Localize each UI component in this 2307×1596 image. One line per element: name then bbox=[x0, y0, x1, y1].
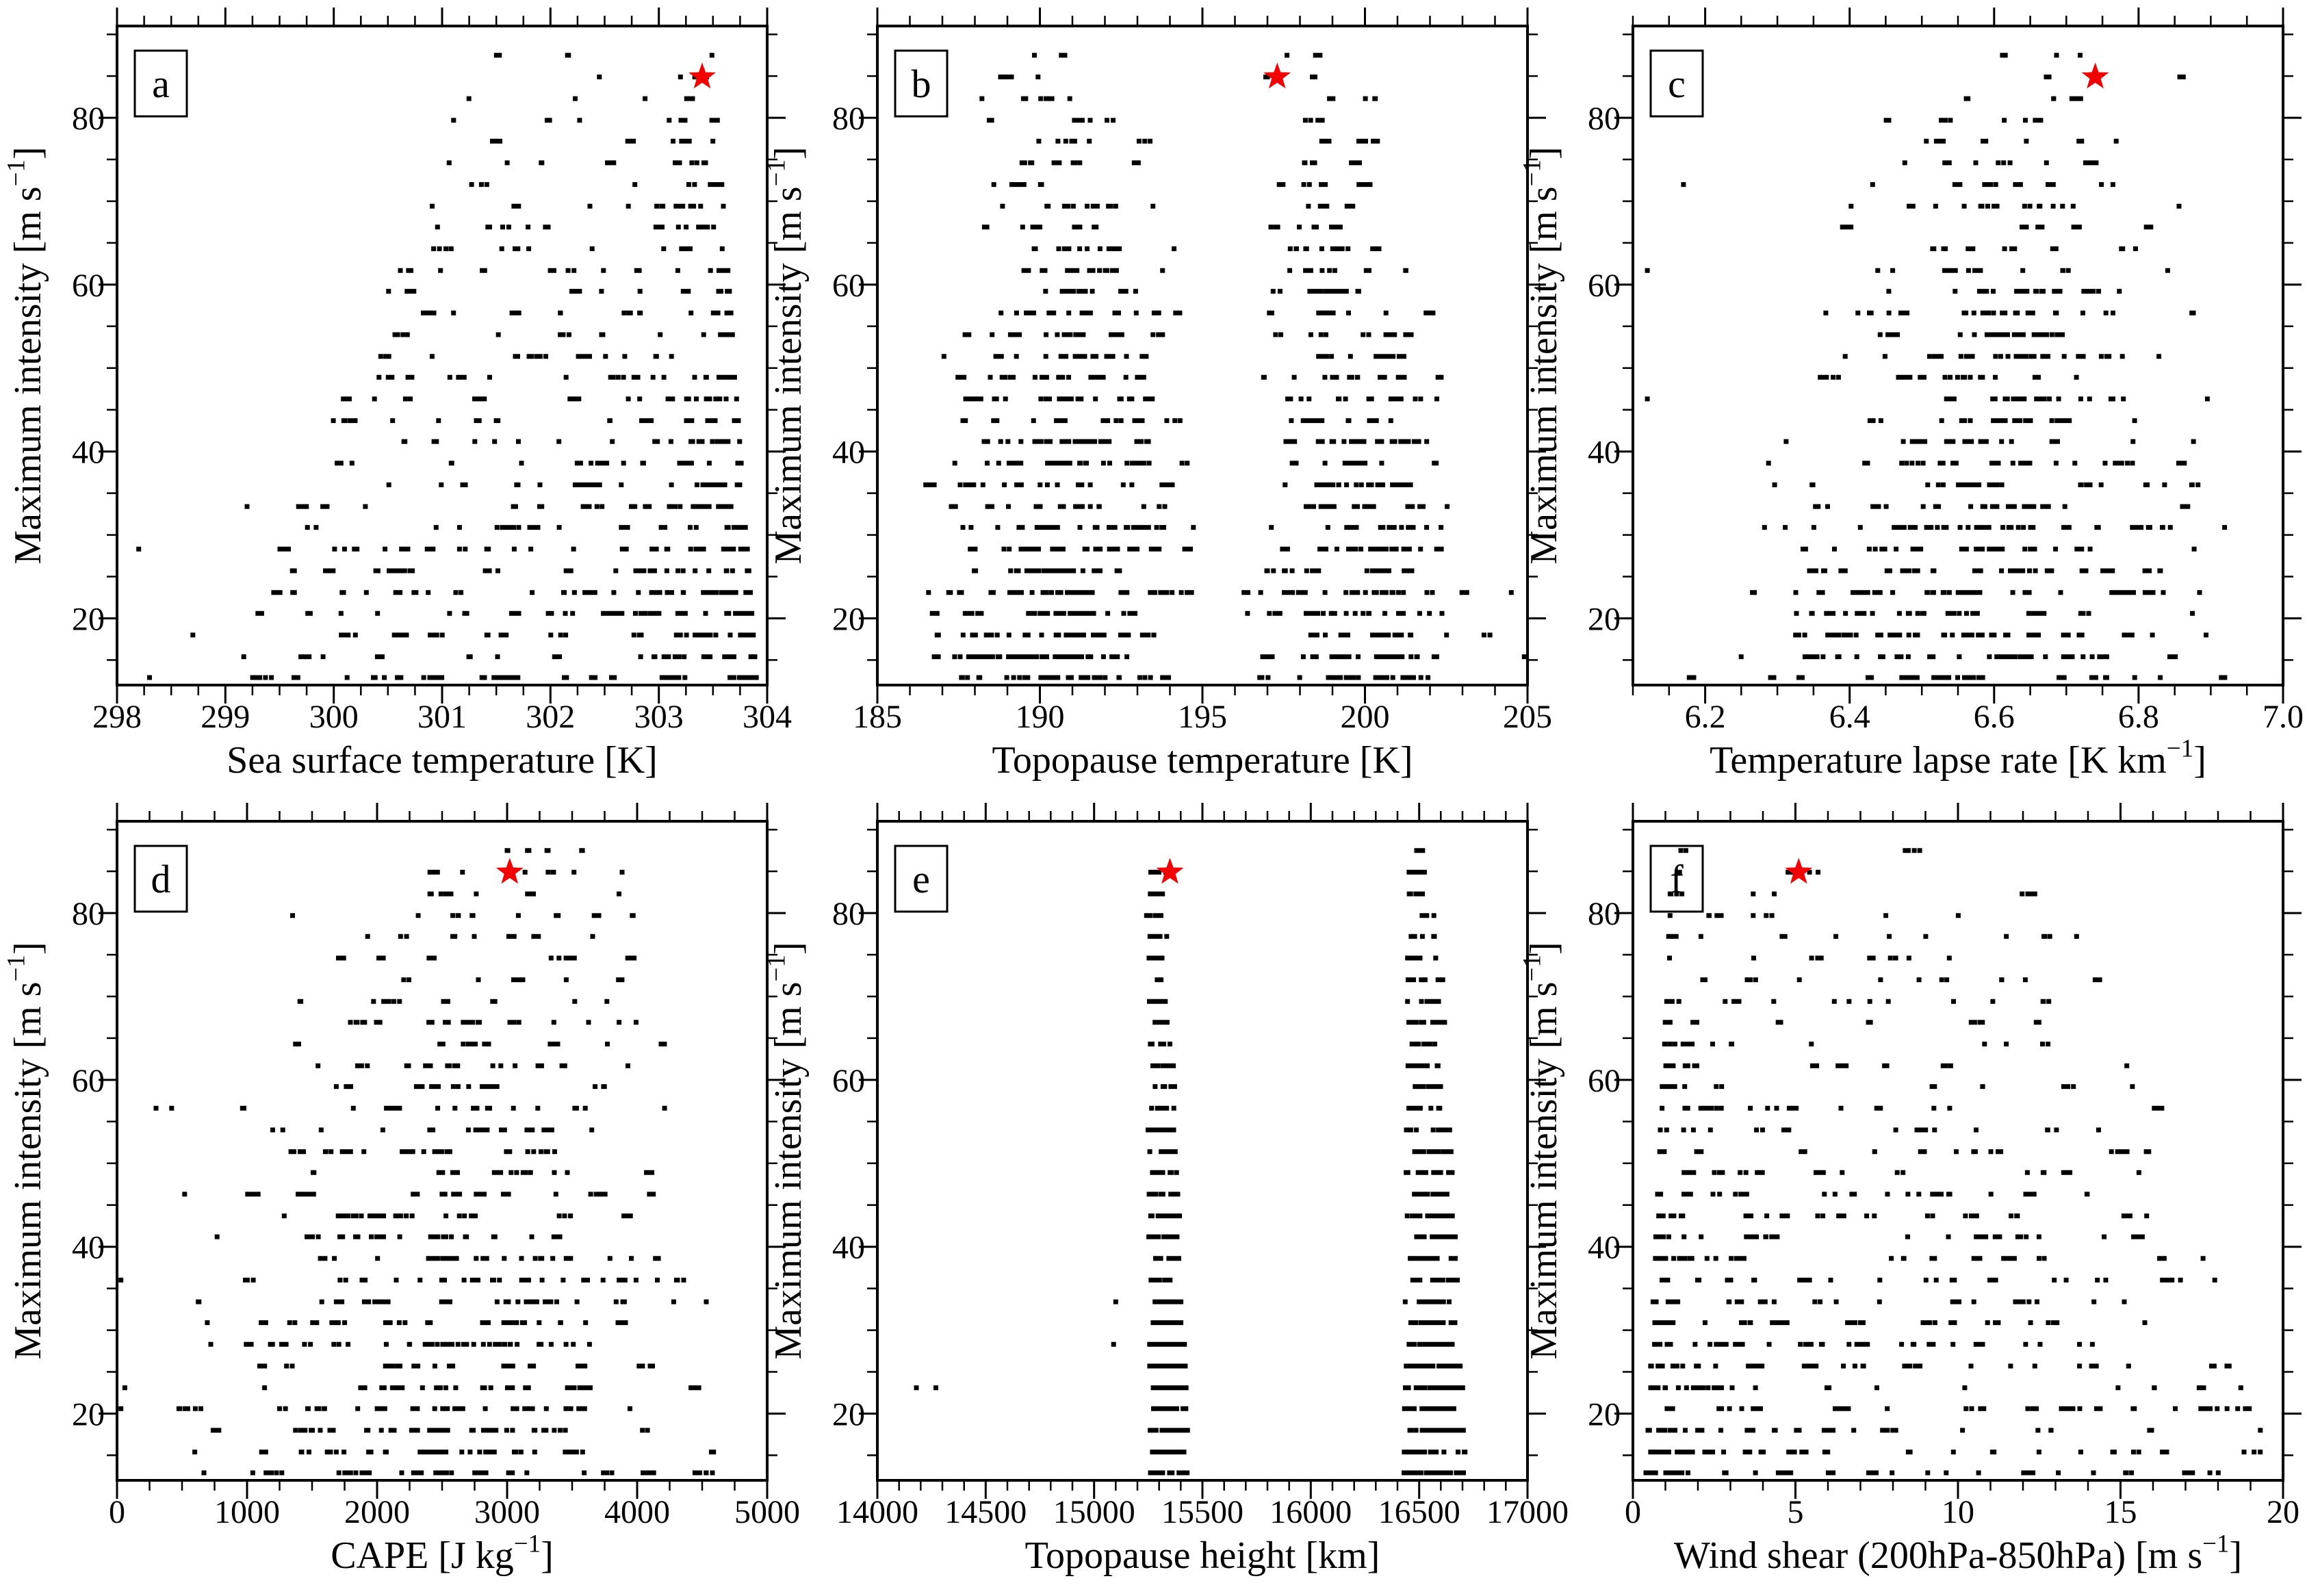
minor-ticks bbox=[107, 811, 777, 1491]
major-ticks bbox=[859, 803, 1546, 1499]
x-tick-label: 299 bbox=[201, 699, 250, 735]
panel-letter-box bbox=[1649, 845, 1704, 913]
minor-ticks bbox=[107, 16, 777, 695]
data-points bbox=[136, 53, 759, 680]
x-tick-label: 10 bbox=[1942, 1494, 1974, 1530]
panel-letter-box bbox=[1649, 49, 1704, 118]
x-tick-label: 6.6 bbox=[1974, 699, 2015, 735]
plot-border bbox=[1632, 820, 2284, 1482]
x-tick-label: 14500 bbox=[944, 1494, 1027, 1530]
x-tick-label: 15000 bbox=[1053, 1494, 1135, 1530]
x-tick-label: 6.4 bbox=[1829, 699, 1870, 735]
plot-border bbox=[116, 25, 769, 686]
panel-letter: b bbox=[912, 62, 931, 106]
panel-letter: e bbox=[912, 857, 930, 901]
x-tick-label: 303 bbox=[634, 699, 684, 735]
x-tick-label: 2000 bbox=[344, 1494, 410, 1530]
x-tick-label: 205 bbox=[1503, 699, 1552, 735]
x-tick-label: 14000 bbox=[836, 1494, 918, 1530]
star-marker bbox=[688, 62, 716, 89]
x-tick-label: 3000 bbox=[474, 1494, 540, 1530]
x-tick-label: 20 bbox=[2267, 1494, 2299, 1530]
x-tick-label: 1000 bbox=[214, 1494, 280, 1530]
x-tick-label: 16000 bbox=[1270, 1494, 1352, 1530]
y-axis-label-d: Maximum intensity [m s−1] bbox=[2, 942, 49, 1359]
panel-e: 14000 14500 15000 15500 16000 16500 1700020406… bbox=[762, 803, 1569, 1577]
x-tick-label: 301 bbox=[417, 699, 467, 735]
star-marker bbox=[2081, 62, 2109, 89]
x-tick-label: 302 bbox=[526, 699, 575, 735]
data-points bbox=[1643, 848, 2263, 1476]
panel-letter: d bbox=[151, 857, 171, 901]
major-ticks bbox=[1614, 8, 2302, 704]
plot-border bbox=[876, 820, 1529, 1482]
x-tick-label: 5000 bbox=[734, 1494, 800, 1530]
x-tick-label: 5 bbox=[1788, 1494, 1804, 1530]
x-tick-label: 6.2 bbox=[1685, 699, 1726, 735]
panel-letter: f bbox=[1670, 857, 1684, 901]
x-tick-label: 15500 bbox=[1161, 1494, 1243, 1530]
panel-letter: a bbox=[152, 62, 170, 106]
x-axis-label-c: Temperature lapse rate [K km−1] bbox=[1710, 734, 2206, 782]
star-marker bbox=[1785, 858, 1813, 884]
x-axis-label-d: CAPE [J kg−1] bbox=[331, 1530, 554, 1577]
x-tick-label: 0 bbox=[1625, 1494, 1641, 1530]
major-ticks bbox=[99, 8, 786, 704]
y-axis-label-c: Maximum intensity [m s−1] bbox=[1518, 146, 1565, 564]
data-points bbox=[1645, 53, 2228, 680]
x-tick-label: 200 bbox=[1341, 699, 1390, 735]
y-axis-label-b: Maximum intensity [m s−1] bbox=[762, 146, 810, 564]
x-tick-label: 298 bbox=[92, 699, 142, 735]
panel-letter-box bbox=[894, 845, 949, 913]
x-tick-label: 304 bbox=[743, 699, 792, 735]
y-axis-label-e: Maximum intensity [m s−1] bbox=[762, 942, 810, 1359]
x-tick-label: 6.8 bbox=[2118, 699, 2159, 735]
x-tick-label: 7.0 bbox=[2263, 699, 2304, 735]
x-tick-label: 190 bbox=[1016, 699, 1065, 735]
x-tick-label: 300 bbox=[309, 699, 359, 735]
minor-ticks bbox=[867, 811, 1538, 1491]
minor-ticks bbox=[1623, 811, 2293, 1491]
x-axis-label-a: Sea surface temperature [K] bbox=[227, 739, 658, 782]
x-tick-label: 0 bbox=[109, 1494, 125, 1530]
x-axis-label-b: Topopause temperature [K] bbox=[992, 739, 1413, 782]
x-tick-label: 17000 bbox=[1486, 1494, 1569, 1530]
major-ticks bbox=[99, 803, 786, 1499]
x-tick-label: 4000 bbox=[604, 1494, 670, 1530]
x-axis-label-e: Topopause height [km] bbox=[1025, 1534, 1380, 1577]
x-tick-label: 195 bbox=[1178, 699, 1227, 735]
minor-ticks bbox=[867, 16, 1538, 695]
panel-letter-box bbox=[133, 49, 188, 118]
star-marker bbox=[1156, 858, 1184, 884]
x-tick-label: 15 bbox=[2104, 1494, 2137, 1530]
panel-letter: c bbox=[1668, 62, 1686, 106]
major-ticks bbox=[859, 8, 1546, 704]
panel-letter-box bbox=[133, 845, 188, 913]
plot-border bbox=[116, 820, 769, 1482]
y-axis-label-a: Maximum intensity [m s−1] bbox=[2, 146, 49, 564]
plot-border bbox=[1632, 25, 2284, 686]
x-tick-label: 16500 bbox=[1378, 1494, 1460, 1530]
data-points bbox=[118, 848, 717, 1476]
y-axis-label-f: Maximum intensity [m s−1] bbox=[1518, 942, 1565, 1359]
minor-ticks bbox=[1623, 16, 2293, 695]
panel-letter-box bbox=[894, 49, 949, 118]
x-tick-label: 185 bbox=[853, 699, 902, 735]
major-ticks bbox=[1614, 803, 2302, 1499]
star-marker bbox=[1263, 62, 1291, 89]
plot-border bbox=[876, 25, 1529, 686]
data-points bbox=[923, 53, 1527, 680]
x-axis-label-f: Wind shear (200hPa-850hPa) [m s−1] bbox=[1674, 1530, 2242, 1577]
star-marker bbox=[495, 858, 524, 884]
data-points bbox=[914, 848, 1468, 1476]
